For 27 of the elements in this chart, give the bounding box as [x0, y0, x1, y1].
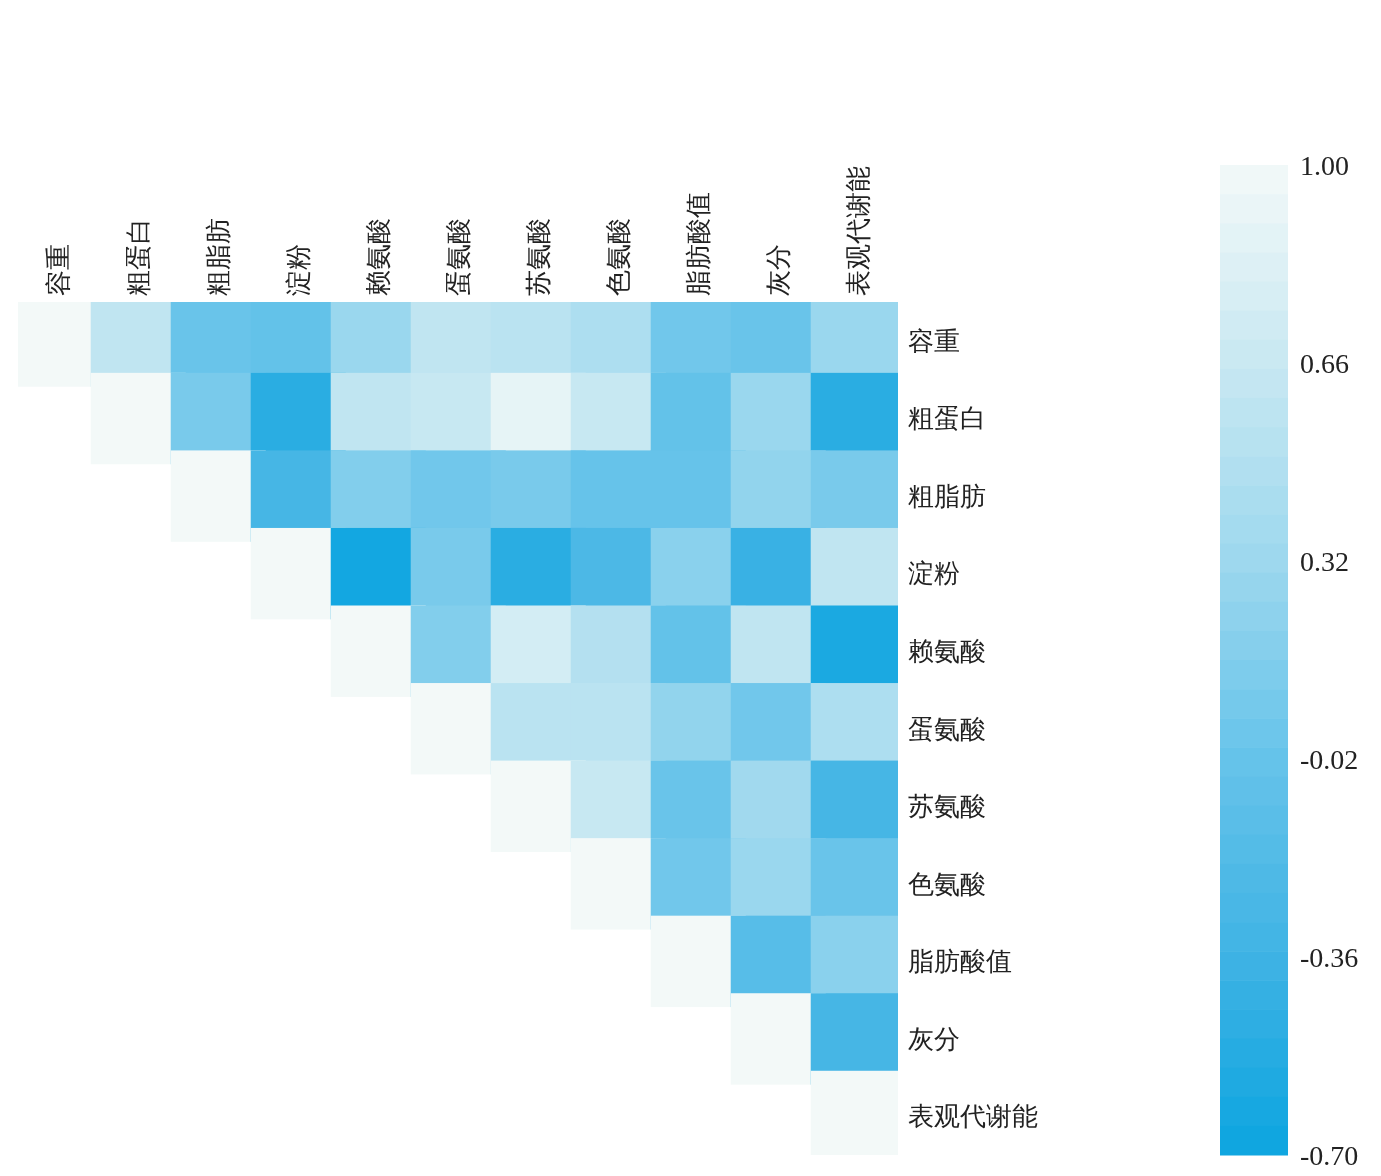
- y-tick-label: 赖氨酸: [908, 636, 986, 666]
- x-tick-label: 淀粉: [284, 244, 313, 296]
- x-tick-label: 蛋氨酸: [444, 218, 473, 296]
- y-tick-label: 粗蛋白: [908, 404, 986, 434]
- color-bar-label: 0.32: [1300, 545, 1349, 577]
- y-tick-label: 表观代谢能: [908, 1102, 1038, 1132]
- y-tick-label: 色氨酸: [908, 869, 986, 899]
- x-tick-label: 粗脂肪: [204, 218, 233, 296]
- y-tick-label: 容重: [908, 326, 960, 356]
- color-bar-label: 1.00: [1300, 149, 1349, 181]
- x-tick-label: 脂肪酸值: [684, 192, 713, 296]
- y-tick-label: 粗脂肪: [908, 481, 986, 511]
- y-tick-label: 淀粉: [908, 559, 960, 589]
- x-tick-label: 苏氨酸: [524, 218, 553, 296]
- y-tick-label: 灰分: [908, 1024, 960, 1054]
- color-bar-label: -0.36: [1300, 941, 1359, 973]
- x-tick-label: 赖氨酸: [364, 218, 393, 296]
- x-tick-label: 粗蛋白: [124, 218, 153, 296]
- x-tick-label: 灰分: [764, 244, 793, 296]
- color-bar-label: 0.66: [1300, 347, 1349, 379]
- y-tick-label: 蛋氨酸: [908, 714, 986, 744]
- x-tick-label: 容重: [44, 244, 73, 296]
- y-tick-label: 脂肪酸值: [908, 947, 1012, 977]
- color-bar-label: -0.02: [1300, 743, 1359, 775]
- color-bar-label: -0.70: [1300, 1139, 1359, 1171]
- x-tick-label: 色氨酸: [604, 218, 633, 296]
- y-tick-label: 苏氨酸: [908, 792, 986, 822]
